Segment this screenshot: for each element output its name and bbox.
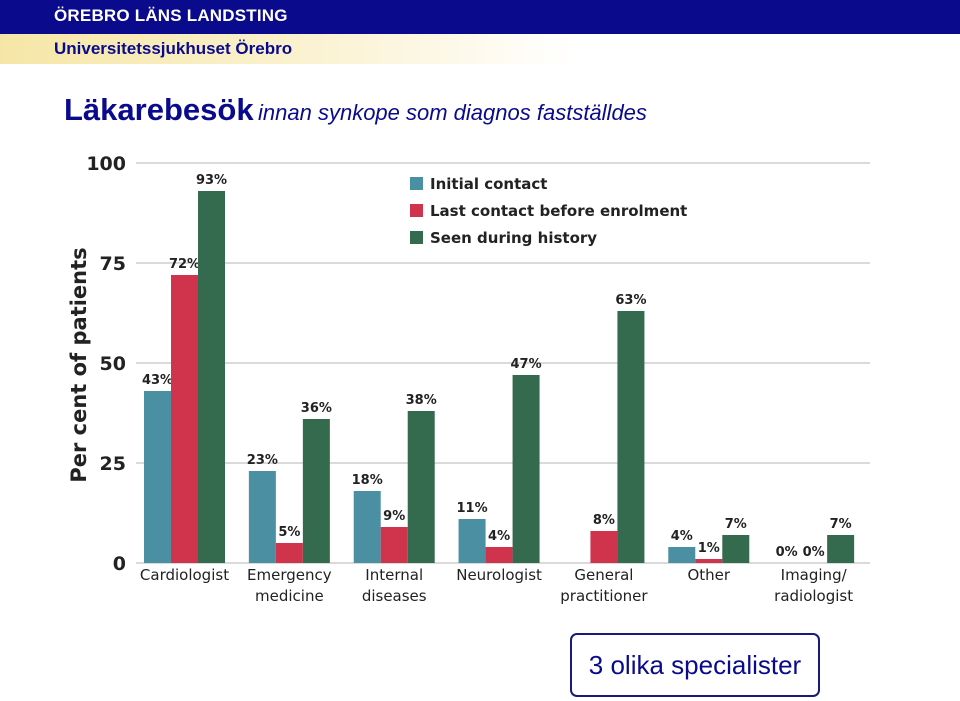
y-tick-label: 25: [100, 453, 126, 475]
bar: [198, 191, 225, 563]
data-label: 23%: [247, 453, 278, 468]
data-label: 7%: [725, 517, 747, 532]
legend-label: Last contact before enrolment: [430, 202, 687, 220]
bar: [485, 547, 513, 563]
bar: [353, 491, 381, 563]
y-tick-label: 100: [86, 153, 126, 175]
data-label: 43%: [142, 373, 173, 388]
bar: [144, 391, 171, 563]
bar: [407, 411, 435, 563]
data-label: 7%: [830, 517, 852, 532]
slide-title-main: Läkarebesök: [64, 92, 254, 127]
data-label: 8%: [593, 513, 615, 528]
legend-swatch: [410, 177, 423, 190]
legend-label: Seen during history: [430, 229, 597, 247]
slide-title: Läkarebesök innan synkope som diagnos fa…: [64, 92, 647, 128]
x-tick-label: radiologist: [774, 587, 853, 605]
bar: [380, 527, 408, 563]
data-label: 9%: [383, 509, 405, 524]
organization-name: ÖREBRO LÄNS LANDSTING: [54, 6, 288, 25]
bar: [695, 559, 723, 563]
data-label: 11%: [457, 501, 488, 516]
data-label: 47%: [511, 357, 542, 372]
x-tick-label: General: [574, 566, 633, 584]
bar: [590, 531, 618, 563]
x-tick-label: diseases: [362, 587, 427, 605]
data-label: 1%: [698, 541, 720, 556]
callout-box: 3 olika specialister: [570, 633, 820, 697]
data-label: 4%: [671, 529, 693, 544]
subheader-bar: Universitetssjukhuset Örebro: [0, 34, 960, 64]
y-tick-label: 50: [100, 353, 126, 375]
data-label: 18%: [352, 473, 383, 488]
data-label: 5%: [278, 525, 300, 540]
x-tick-label: medicine: [255, 587, 324, 605]
data-label: 38%: [406, 393, 437, 408]
bar: [512, 375, 540, 563]
header-bar: ÖREBRO LÄNS LANDSTING: [0, 0, 960, 34]
bar: [302, 419, 330, 563]
hospital-name: Universitetssjukhuset Örebro: [54, 39, 293, 58]
y-tick-label: 0: [113, 553, 126, 575]
bar: [668, 547, 696, 563]
legend-swatch: [410, 231, 423, 244]
x-tick-label: Internal: [365, 566, 423, 584]
x-tick-label: Other: [687, 566, 730, 584]
x-tick-label: practitioner: [560, 587, 648, 605]
bar-chart: 0 25 50 75 100 Per cent of patients 43% 72% 93% C…: [67, 153, 870, 605]
data-label: 36%: [301, 401, 332, 416]
bar: [827, 535, 855, 563]
x-tick-label: Emergency: [247, 566, 332, 584]
data-label: 93%: [196, 173, 227, 188]
data-label: 0%: [776, 545, 798, 560]
data-label: 72%: [169, 257, 200, 272]
bar: [171, 275, 198, 563]
legend-swatch: [410, 204, 423, 217]
y-axis-label: Per cent of patients: [67, 247, 91, 482]
x-tick-label: Neurologist: [456, 566, 542, 584]
data-label: 63%: [615, 293, 646, 308]
callout-text: 3 olika specialister: [588, 649, 802, 680]
bar: [617, 311, 645, 563]
bar: [275, 543, 303, 563]
slide-title-sub: innan synkope som diagnos fastställdes: [258, 100, 647, 125]
data-label: 0%: [803, 545, 825, 560]
x-tick-label: Imaging/: [781, 566, 848, 584]
bar: [248, 471, 276, 563]
data-label: 4%: [488, 529, 510, 544]
x-tick-label: Cardiologist: [140, 566, 229, 584]
legend-label: Initial contact: [430, 175, 547, 193]
bar: [722, 535, 750, 563]
bar: [458, 519, 486, 563]
y-tick-label: 75: [100, 253, 126, 275]
